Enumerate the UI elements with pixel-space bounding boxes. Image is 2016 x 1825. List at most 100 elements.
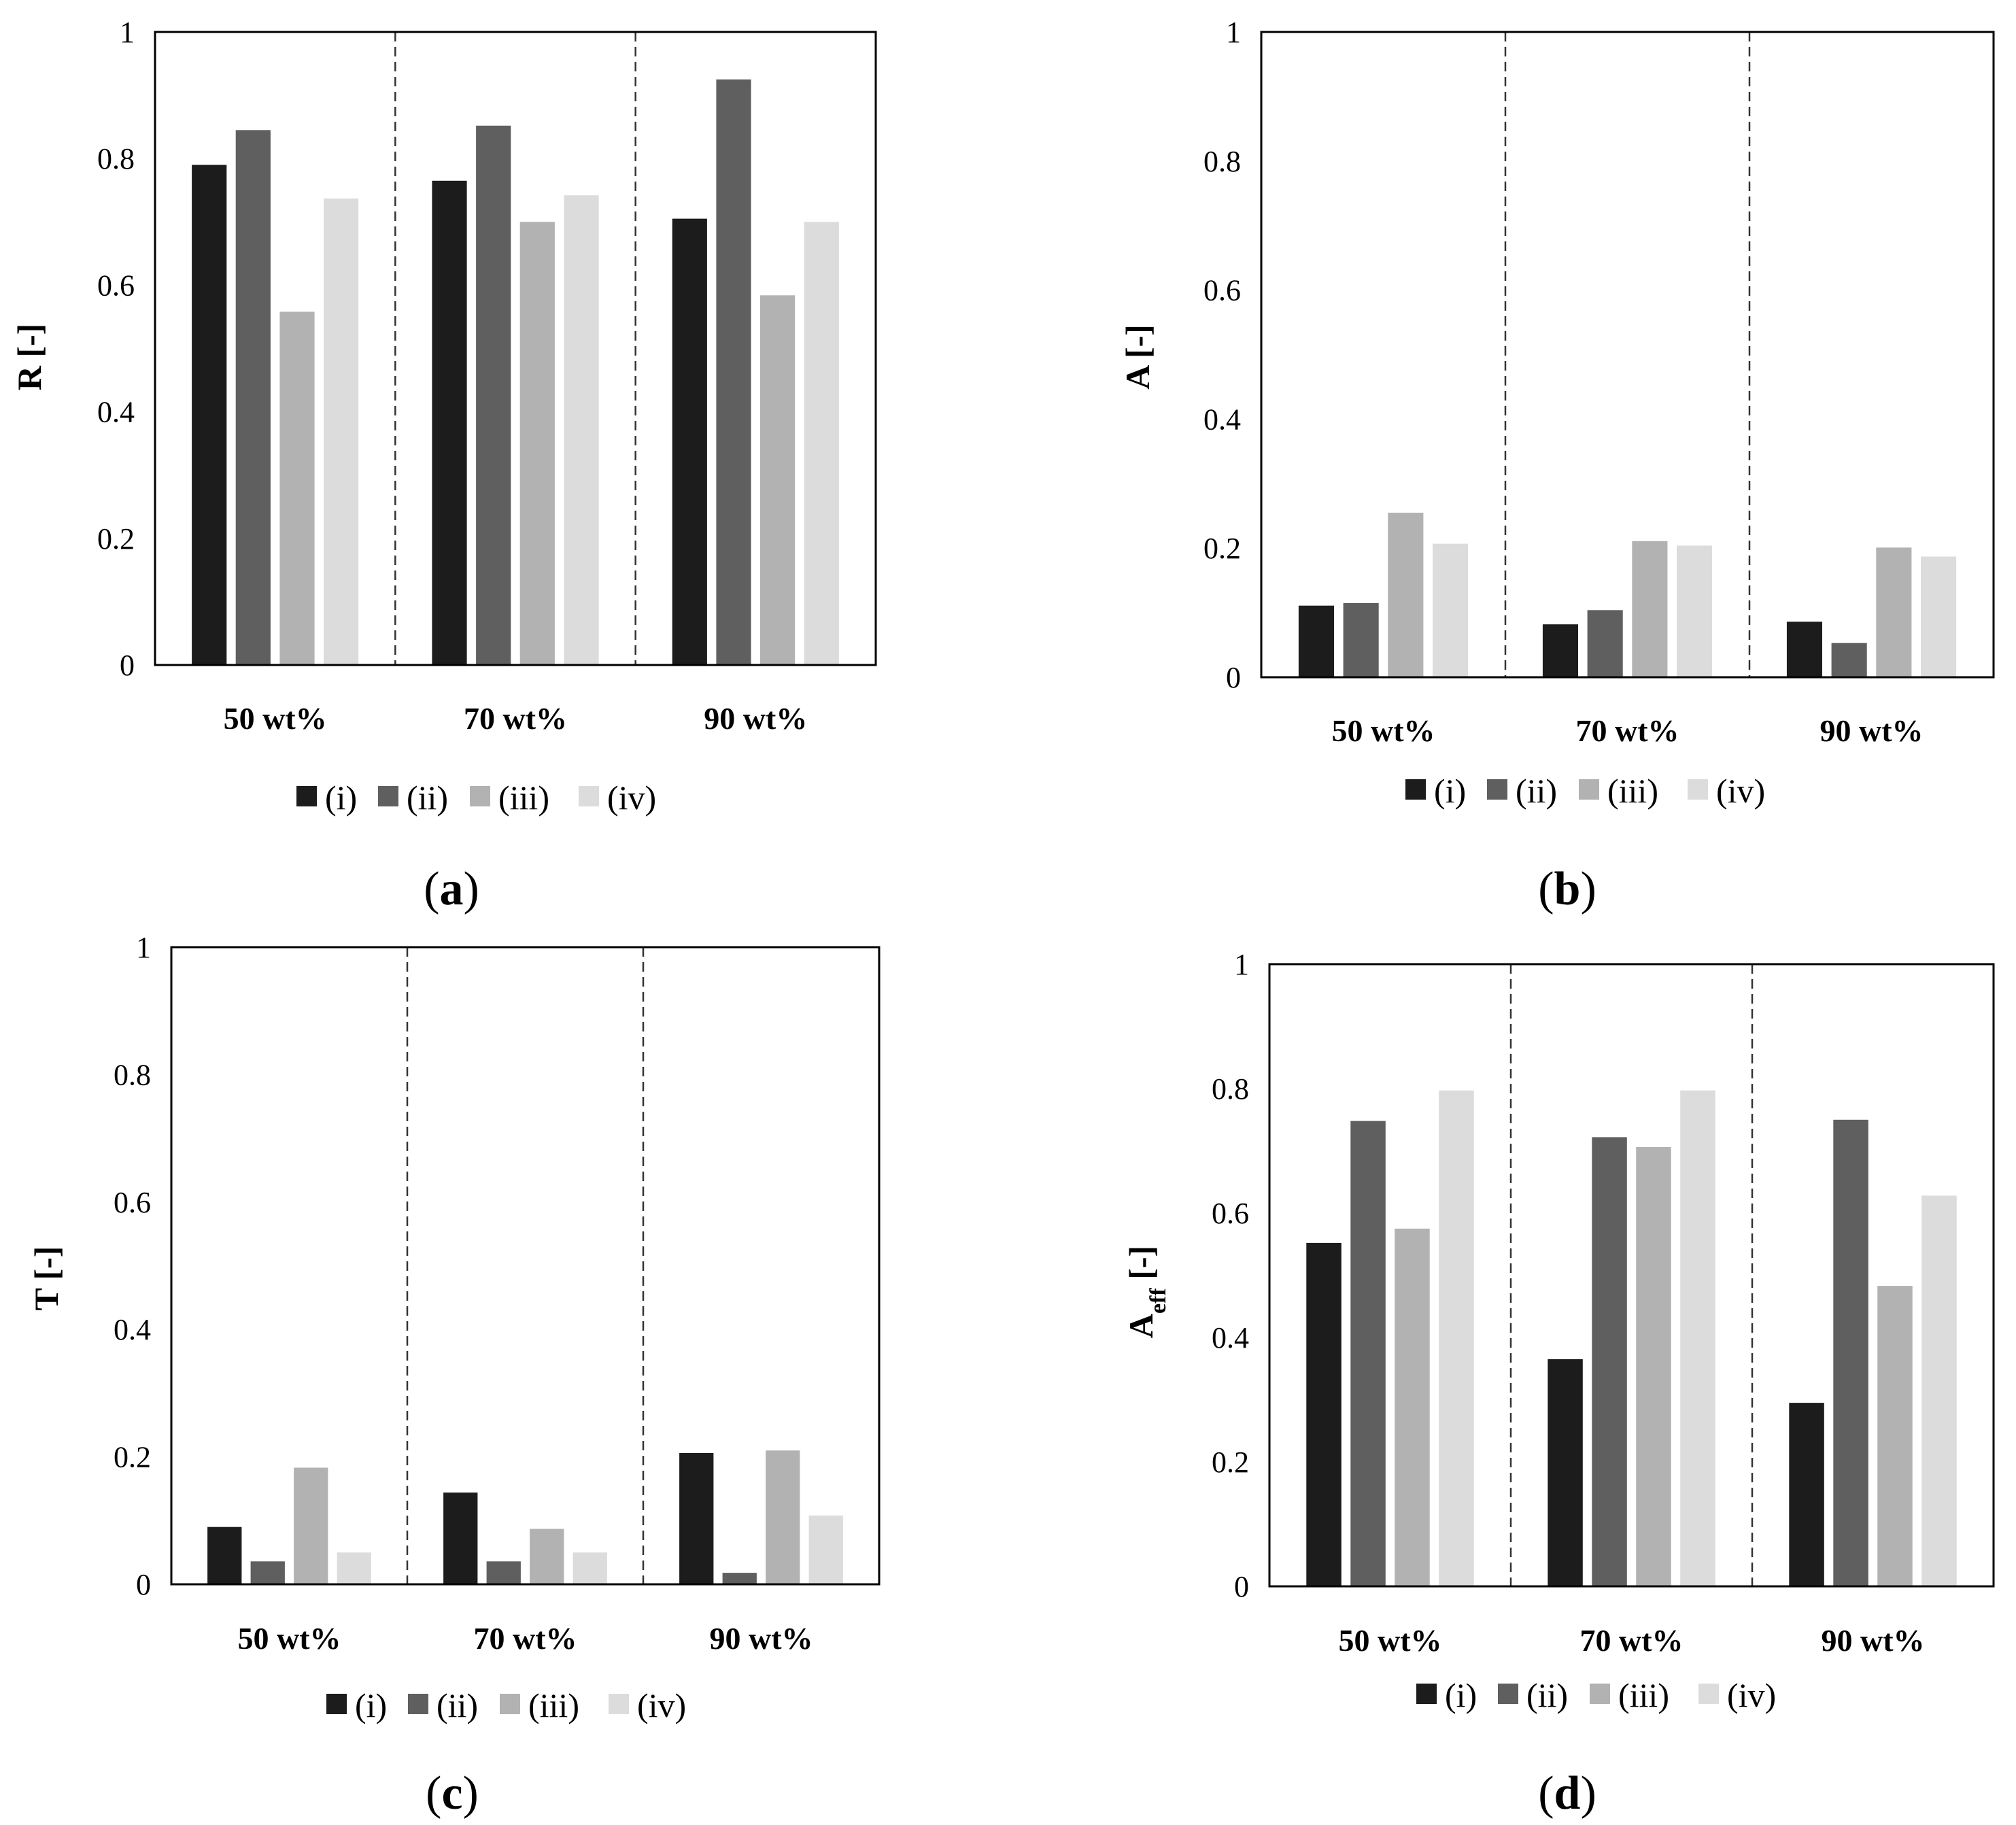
legend-swatch xyxy=(500,1694,520,1714)
bar-ii-3 xyxy=(1831,643,1867,677)
panel-label: (d) xyxy=(1538,1767,1596,1820)
category-label: 50 wt% xyxy=(1338,1623,1441,1658)
category-label: 70 wt% xyxy=(1575,713,1679,748)
bar-i-1 xyxy=(192,165,227,665)
legend-label: (iii) xyxy=(1618,1676,1669,1714)
legend: (i) (ii) (iii) (iv) xyxy=(1416,1676,1776,1714)
bar-iii-2 xyxy=(1632,541,1668,677)
chart-panel-a: R [-] 0 0.2 0.4 0.6 0.8 1 50 wt% 70 wt% … xyxy=(10,16,877,915)
bar-iv-2 xyxy=(1680,1090,1715,1586)
bar-ii-1 xyxy=(1350,1121,1386,1586)
plot-frame xyxy=(170,946,881,1586)
legend-label: (ii) xyxy=(1516,772,1557,810)
bar-ii-3 xyxy=(722,1573,757,1584)
bar-i-2 xyxy=(432,180,467,665)
legend-swatch xyxy=(1698,1684,1719,1704)
legend-label: (iii) xyxy=(1607,772,1658,810)
legend-label: (i) xyxy=(1434,772,1466,810)
bar-iv-3 xyxy=(1921,556,1957,677)
y-tick-label: 0.8 xyxy=(97,142,135,175)
bar-iv-1 xyxy=(1433,543,1469,677)
legend-swatch xyxy=(1416,1684,1437,1704)
legend-swatch xyxy=(1498,1684,1518,1704)
legend-label: (iv) xyxy=(1716,772,1765,810)
chart-panel-b: A [-] 0 0.2 0.4 0.6 0.8 1 50 wt% 70 wt% … xyxy=(1118,16,1995,915)
category-label: 50 wt% xyxy=(224,701,327,736)
y-tick-label: 0.4 xyxy=(97,396,135,429)
category-label: 70 wt% xyxy=(473,1621,577,1656)
legend-swatch xyxy=(1487,779,1507,800)
bar-ii-3 xyxy=(1833,1119,1868,1587)
category-label: 90 wt% xyxy=(1819,713,1923,748)
legend-swatch xyxy=(470,786,490,806)
bar-iii-3 xyxy=(1876,547,1912,677)
category-label: 90 wt% xyxy=(709,1621,813,1656)
bar-iv-2 xyxy=(1677,545,1713,677)
legend-label: (iv) xyxy=(607,779,656,817)
y-axis-label: A [-] xyxy=(1118,324,1157,390)
legend-label: (ii) xyxy=(1526,1676,1568,1714)
legend-label: (iv) xyxy=(1727,1676,1776,1714)
category-label: 90 wt% xyxy=(704,701,807,736)
bar-iii-1 xyxy=(294,1467,328,1584)
bar-iv-2 xyxy=(573,1552,607,1584)
legend-swatch xyxy=(408,1694,428,1714)
legend-label: (i) xyxy=(1445,1676,1477,1714)
bar-ii-2 xyxy=(1592,1137,1627,1586)
legend: (i) (ii) (iii) (iv) xyxy=(326,1686,686,1724)
bar-iii-1 xyxy=(1388,513,1424,677)
plot-area xyxy=(1260,31,1995,679)
bar-ii-1 xyxy=(250,1561,285,1584)
bar-i-2 xyxy=(443,1493,478,1584)
legend-swatch xyxy=(1405,779,1426,800)
y-tick-label: 1 xyxy=(136,931,151,964)
legend-label: (iii) xyxy=(528,1686,579,1724)
y-tick-label: 0 xyxy=(136,1568,151,1601)
legend-swatch xyxy=(296,786,317,806)
category-label: 50 wt% xyxy=(237,1621,341,1656)
plot-frame xyxy=(1268,963,1995,1588)
bar-ii-1 xyxy=(235,130,271,666)
bar-iv-2 xyxy=(564,195,599,665)
bar-i-2 xyxy=(1548,1359,1583,1586)
bar-i-1 xyxy=(1298,605,1334,677)
legend-label: (iii) xyxy=(498,779,549,817)
chart-panel-c: T [-] 0 0.2 0.4 0.6 0.8 1 50 wt% 70 wt% … xyxy=(27,931,881,1820)
legend-label: (iv) xyxy=(637,1686,686,1724)
category-label: 90 wt% xyxy=(1821,1623,1924,1658)
chart-panel-d: Aeff [-] 0 0.2 0.4 0.6 0.8 1 50 wt% 70 w… xyxy=(1122,948,1995,1820)
panel-label: (a) xyxy=(424,863,479,915)
bar-ii-2 xyxy=(1587,610,1623,677)
bar-iv-3 xyxy=(808,1515,843,1584)
bar-iv-3 xyxy=(1921,1195,1957,1586)
y-axis-label: Aeff [-] xyxy=(1122,1246,1171,1338)
legend-swatch xyxy=(326,1694,347,1714)
y-tick-label: 0.8 xyxy=(1203,145,1241,178)
bar-ii-1 xyxy=(1343,602,1379,677)
panel-label: (b) xyxy=(1538,863,1596,915)
legend-label: (ii) xyxy=(407,779,448,817)
bar-i-1 xyxy=(1306,1242,1342,1586)
bar-iii-3 xyxy=(760,295,796,665)
bar-ii-3 xyxy=(716,79,751,666)
y-tick-label: 0.6 xyxy=(1203,274,1241,307)
y-tick-label: 0.4 xyxy=(1212,1321,1249,1354)
y-tick-label: 0.2 xyxy=(97,522,135,556)
legend-label: (i) xyxy=(325,779,357,817)
legend-label: (i) xyxy=(355,1686,387,1724)
y-tick-label: 0 xyxy=(1226,661,1241,694)
y-tick-label: 0.4 xyxy=(114,1313,151,1346)
bar-iii-1 xyxy=(279,311,315,665)
legend-swatch xyxy=(579,786,599,806)
bar-i-2 xyxy=(1542,624,1578,677)
bar-iii-3 xyxy=(1877,1286,1913,1586)
plot-area xyxy=(1268,963,1995,1588)
y-tick-label: 0 xyxy=(1234,1570,1249,1603)
legend-swatch xyxy=(378,786,398,806)
y-tick-label: 0.8 xyxy=(114,1058,151,1091)
bar-i-1 xyxy=(207,1526,242,1584)
bar-iv-1 xyxy=(1439,1090,1474,1586)
legend-swatch xyxy=(609,1694,629,1714)
bar-ii-2 xyxy=(476,125,511,666)
